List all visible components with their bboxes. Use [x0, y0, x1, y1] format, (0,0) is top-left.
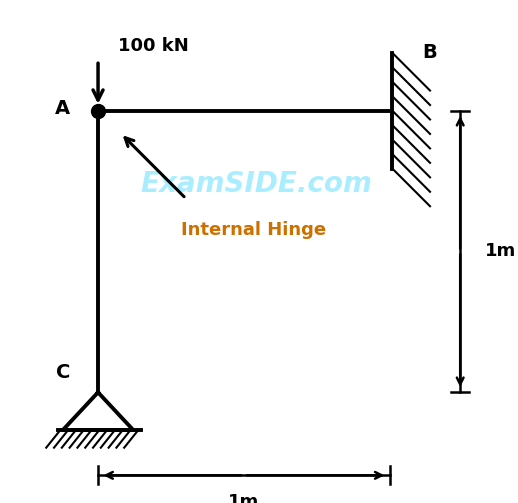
Text: 1m: 1m [228, 493, 260, 503]
Text: ExamSIDE.com: ExamSIDE.com [140, 170, 372, 198]
Text: C: C [56, 363, 70, 382]
Text: Internal Hinge: Internal Hinge [181, 221, 326, 239]
Text: B: B [423, 43, 437, 62]
Text: 100 kN: 100 kN [118, 37, 189, 55]
Text: 1m: 1m [485, 242, 516, 261]
Text: A: A [55, 99, 70, 118]
